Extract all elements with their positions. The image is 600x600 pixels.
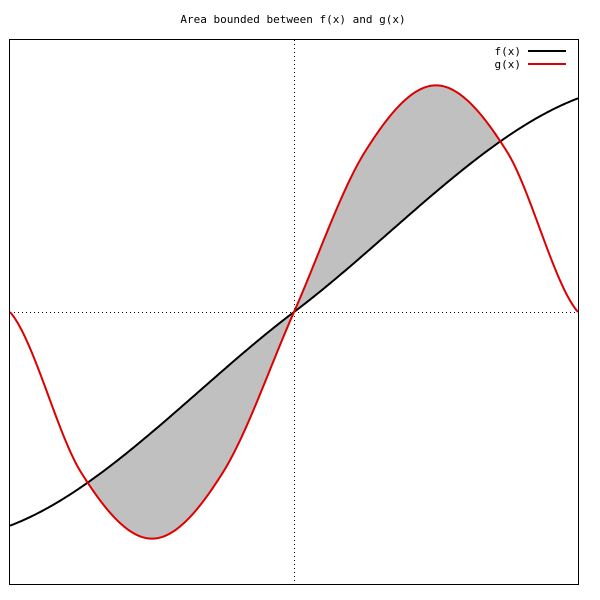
series-line-g [9,84,579,540]
legend-label-g: g(x) [495,58,522,71]
legend: f(x) g(x) [495,45,566,71]
plot-area [9,40,579,584]
plot-frame [9,39,579,585]
chart-title: Area bounded between f(x) and g(x) [180,13,405,26]
legend-label-f: f(x) [495,45,522,58]
